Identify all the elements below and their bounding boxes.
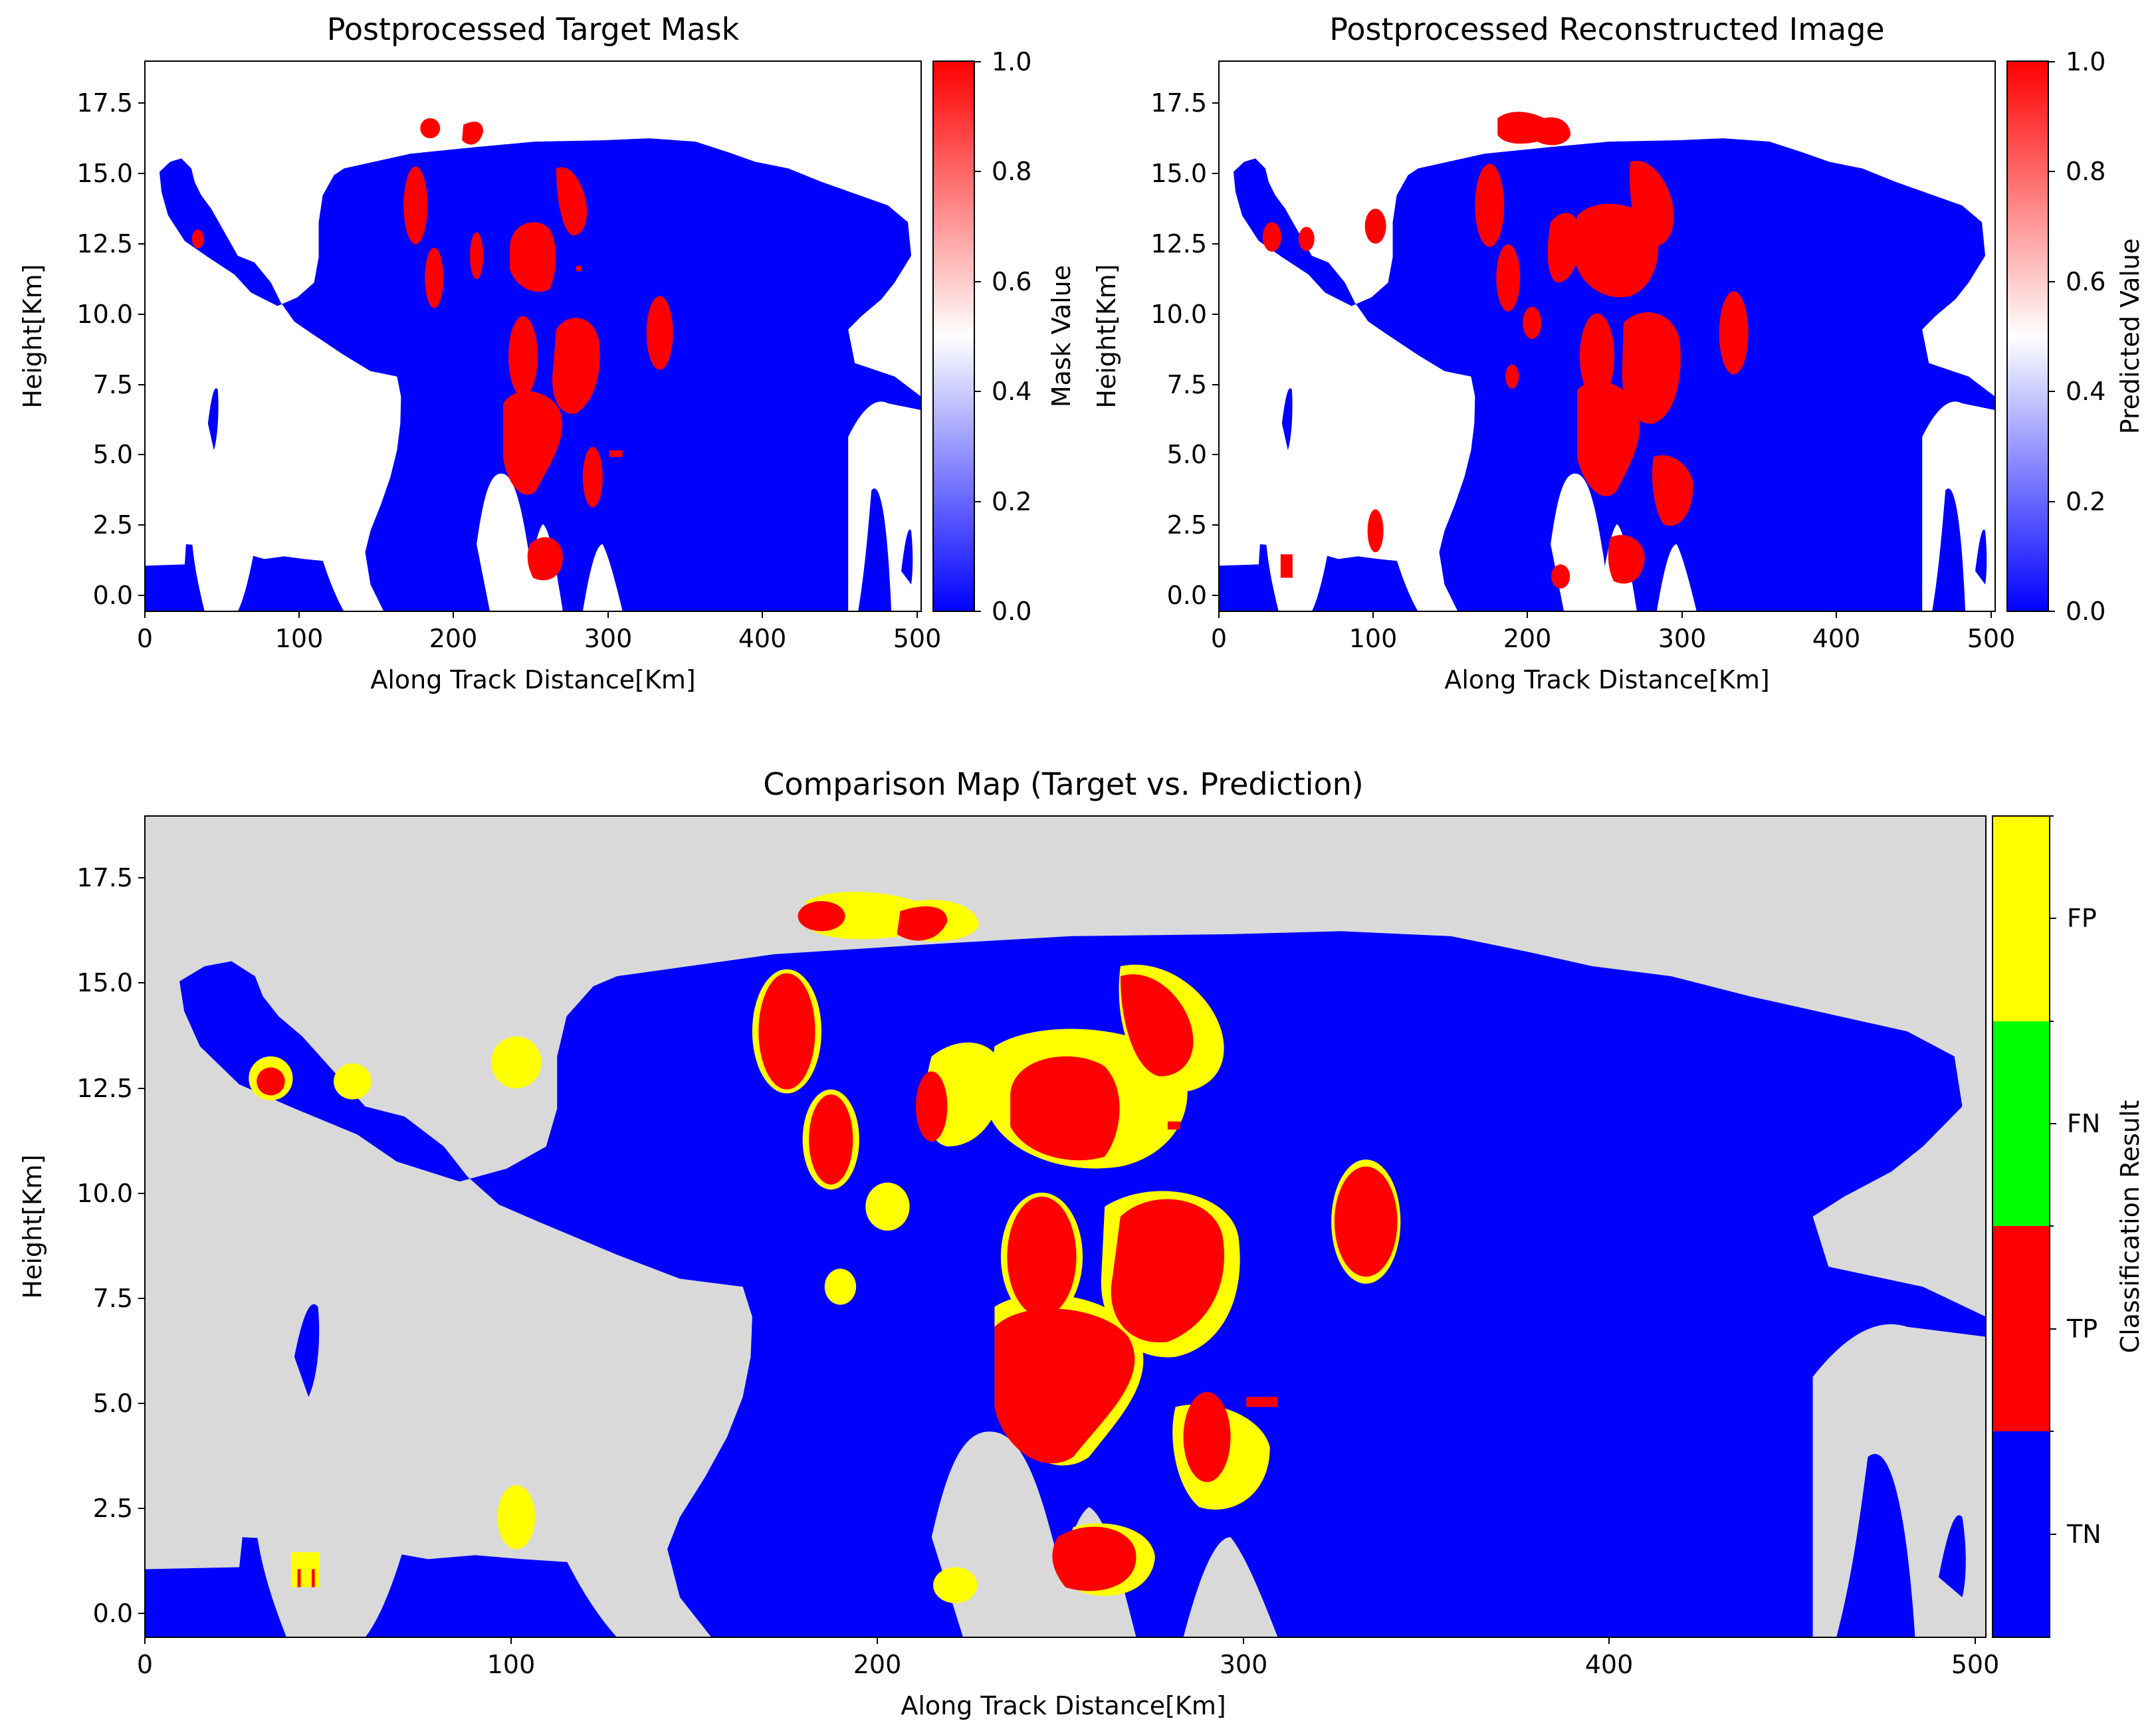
colorbar-tick-label: 0.0 [992, 597, 1031, 626]
y-tick-label: 2.5 [93, 510, 133, 540]
y-tick-label: 10.0 [76, 300, 133, 329]
y-tick-label: 7.5 [93, 1284, 133, 1313]
y-tick-label: 15.0 [76, 968, 133, 997]
colorbar-tick-label: 1.0 [992, 47, 1031, 76]
panel2-y-axis: 0.0 2.5 5.0 7.5 10.0 12.5 15.0 17.5 [1150, 88, 1219, 610]
y-tick-label: 0.0 [1167, 581, 1207, 610]
y-tick-label: 0.0 [93, 1599, 133, 1628]
colorbar-category-fn: FN [2067, 1109, 2100, 1138]
y-tick-label: 17.5 [1150, 88, 1207, 118]
panel3-y-label: Height[Km] [18, 1154, 47, 1298]
y-tick-label: 2.5 [93, 1494, 133, 1523]
colorbar-label: Predicted Value [2115, 239, 2145, 435]
y-tick-label: 10.0 [1150, 300, 1207, 329]
panel1-x-axis: 0 100 200 300 400 500 [137, 611, 941, 653]
panel3-title: Comparison Map (Target vs. Prediction) [763, 766, 1364, 802]
colorbar-tick-label: 0.0 [2066, 597, 2105, 626]
x-tick-label: 300 [584, 624, 633, 653]
colorbar-label: Mask Value [1047, 265, 1076, 407]
panel2-title: Postprocessed Reconstructed Image [1329, 11, 1885, 47]
colorbar-tick-label: 0.8 [2066, 157, 2105, 186]
panel3-y-axis: 0.0 2.5 5.0 7.5 10.0 12.5 15.0 17.5 [76, 863, 145, 1628]
x-tick-label: 200 [853, 1650, 902, 1679]
colorbar-category-tp: TP [2066, 1314, 2098, 1344]
x-tick-label: 0 [1211, 624, 1227, 653]
colorbar-label: Classification Result [2115, 1100, 2145, 1354]
y-tick-label: 12.5 [76, 1074, 133, 1103]
x-tick-label: 400 [1812, 624, 1861, 653]
x-tick-label: 0 [137, 1650, 153, 1679]
x-tick-label: 100 [1349, 624, 1398, 653]
x-tick-label: 0 [137, 624, 153, 653]
colorbar-tick-label: 1.0 [2066, 47, 2105, 76]
x-tick-label: 400 [738, 624, 787, 653]
panel2-heatmap [1219, 112, 1995, 611]
panel-comparison-map: Comparison Map (Target vs. Prediction) [18, 766, 2145, 1720]
x-tick-label: 200 [1503, 624, 1552, 653]
y-tick-label: 7.5 [1167, 370, 1207, 399]
panel2-colorbar: 0.0 0.2 0.4 0.6 0.8 1.0 Predicted Value [2006, 47, 2145, 626]
panel-reconstructed-image: Postprocessed Reconstructed Image [1092, 11, 2145, 694]
x-tick-label: 500 [1967, 624, 2016, 653]
panel-target-mask: Postprocessed Target Mask [18, 11, 1076, 694]
panel3-colorbar: TN TP FN FP Classification Result [1992, 815, 2145, 1638]
x-tick-label: 100 [275, 624, 324, 653]
y-tick-label: 5.0 [1167, 440, 1207, 469]
panel1-heatmap [145, 118, 921, 611]
y-tick-label: 5.0 [93, 440, 133, 469]
y-tick-label: 17.5 [76, 88, 133, 118]
x-tick-label: 500 [893, 624, 942, 653]
y-tick-label: 15.0 [76, 159, 133, 188]
y-tick-label: 15.0 [1150, 159, 1207, 188]
panel2-y-label: Height[Km] [1092, 264, 1121, 408]
colorbar-tick-label: 0.8 [992, 157, 1031, 186]
y-tick-label: 12.5 [76, 229, 133, 258]
panel1-y-label: Height[Km] [18, 264, 47, 408]
colorbar-category-fp: FP [2067, 904, 2097, 933]
y-tick-label: 2.5 [1167, 510, 1207, 540]
y-tick-label: 5.0 [93, 1389, 133, 1418]
y-tick-label: 17.5 [76, 863, 133, 892]
panel2-x-axis: 0 100 200 300 400 500 [1211, 611, 2015, 653]
panel3-x-label: Along Track Distance[Km] [901, 1691, 1226, 1720]
panel3-heatmap [145, 891, 1986, 1637]
panel1-x-label: Along Track Distance[Km] [370, 665, 695, 694]
x-tick-label: 400 [1585, 1650, 1634, 1679]
x-tick-label: 300 [1658, 624, 1707, 653]
x-tick-label: 200 [429, 624, 478, 653]
y-tick-label: 7.5 [93, 370, 133, 399]
x-tick-label: 100 [487, 1650, 536, 1679]
colorbar-tick-label: 0.2 [992, 487, 1031, 516]
colorbar-tick-label: 0.2 [2066, 487, 2105, 516]
panel1-title: Postprocessed Target Mask [327, 11, 740, 47]
panel2-x-label: Along Track Distance[Km] [1444, 665, 1769, 694]
y-tick-label: 10.0 [76, 1179, 133, 1208]
colorbar-tick-label: 0.4 [2066, 377, 2105, 406]
y-tick-label: 0.0 [93, 581, 133, 610]
panel3-x-axis: 0 100 200 300 400 500 [137, 1637, 1999, 1679]
panel1-colorbar: 0.0 0.2 0.4 0.6 0.8 1.0 Mask Value [932, 47, 1076, 626]
colorbar-category-tn: TN [2066, 1520, 2102, 1549]
x-tick-label: 500 [1951, 1650, 2000, 1679]
colorbar-tick-label: 0.6 [2066, 267, 2105, 296]
colorbar-tick-label: 0.4 [992, 377, 1031, 406]
x-tick-label: 300 [1220, 1650, 1268, 1679]
panel1-y-axis: 0.0 2.5 5.0 7.5 10.0 12.5 15.0 17.5 [76, 88, 145, 610]
y-tick-label: 12.5 [1150, 229, 1207, 258]
colorbar-tick-label: 0.6 [992, 267, 1031, 296]
